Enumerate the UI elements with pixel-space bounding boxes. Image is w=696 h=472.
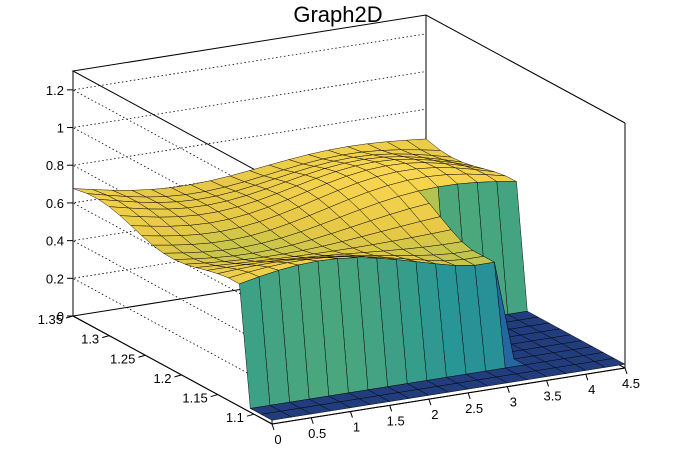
x-tick-label: 0.5 (308, 426, 326, 441)
x-tick-mark (349, 411, 353, 418)
z-tick-label: 1.2 (46, 83, 64, 98)
y-tick-label: 1.1 (226, 410, 244, 425)
z-grid-line (71, 71, 427, 236)
surface-cell (260, 410, 293, 421)
z-tick-label: 0 (57, 309, 64, 324)
x-tick-mark (271, 423, 275, 431)
top-edge (71, 14, 626, 180)
axis-frame-front (72, 315, 626, 425)
y-tick-mark (102, 335, 110, 339)
x-tick-label: 1 (353, 420, 360, 435)
y-tick-label: 1.3 (81, 332, 99, 347)
y-tick-label: 1.2 (153, 371, 171, 386)
z-tick-label: 0.2 (46, 271, 64, 286)
x-tick-label: 2 (431, 407, 438, 422)
y-tick-label: 1.25 (110, 351, 135, 366)
x-tick-label: 2.5 (465, 401, 483, 416)
x-tick-label: 0 (274, 432, 281, 447)
tick-labels: 0 0.5 1 1.5 2 2.5 3 3.5 4 4.5 1.1 1.15 1.2 1.25 1.3 1.3… (38, 83, 640, 447)
chart-title: Graph2D (293, 2, 382, 27)
z-tick-label: 0.8 (46, 158, 64, 173)
x-tick-mark (624, 367, 628, 375)
z-grid-line (71, 108, 427, 274)
y-tick-mark (210, 394, 218, 398)
x-tick-label: 3.5 (544, 388, 562, 403)
z-tick-label: 1 (57, 121, 64, 136)
x-tick-label: 1.5 (387, 413, 405, 428)
y-axis-line (72, 315, 273, 425)
z-tick-label: 0.6 (46, 196, 64, 211)
x-tick-mark (467, 392, 471, 400)
x-tick-mark (506, 386, 510, 393)
x-tick-label: 4.5 (622, 376, 640, 391)
y-tick-mark (246, 413, 255, 417)
z-tick-label: 0.4 (46, 234, 64, 249)
x-tick-label: 4 (588, 382, 595, 397)
y-tick-label: 1.15 (182, 391, 207, 406)
surface-mesh (72, 138, 626, 421)
x-tick-mark (389, 405, 393, 412)
y-tick-mark (138, 354, 146, 358)
x-tick-mark (428, 398, 432, 406)
x-tick-label: 3 (510, 395, 517, 410)
x-tick-mark (585, 374, 589, 381)
x-tick-mark (310, 417, 314, 424)
x-tick-mark (546, 380, 550, 387)
x-axis-line (271, 367, 626, 425)
y-tick-label: 1.35 (38, 312, 63, 327)
z-grid-line (71, 33, 427, 199)
y-tick-mark (174, 374, 182, 378)
